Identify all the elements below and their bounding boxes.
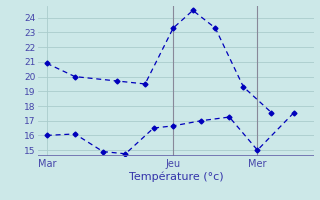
X-axis label: Température (°c): Température (°c) — [129, 172, 223, 182]
